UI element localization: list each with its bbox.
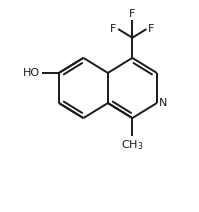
Text: CH$_3$: CH$_3$: [121, 138, 144, 152]
Text: F: F: [110, 24, 117, 34]
Text: HO: HO: [23, 68, 40, 78]
Text: F: F: [129, 9, 136, 19]
Text: N: N: [159, 98, 168, 108]
Text: F: F: [148, 24, 154, 34]
